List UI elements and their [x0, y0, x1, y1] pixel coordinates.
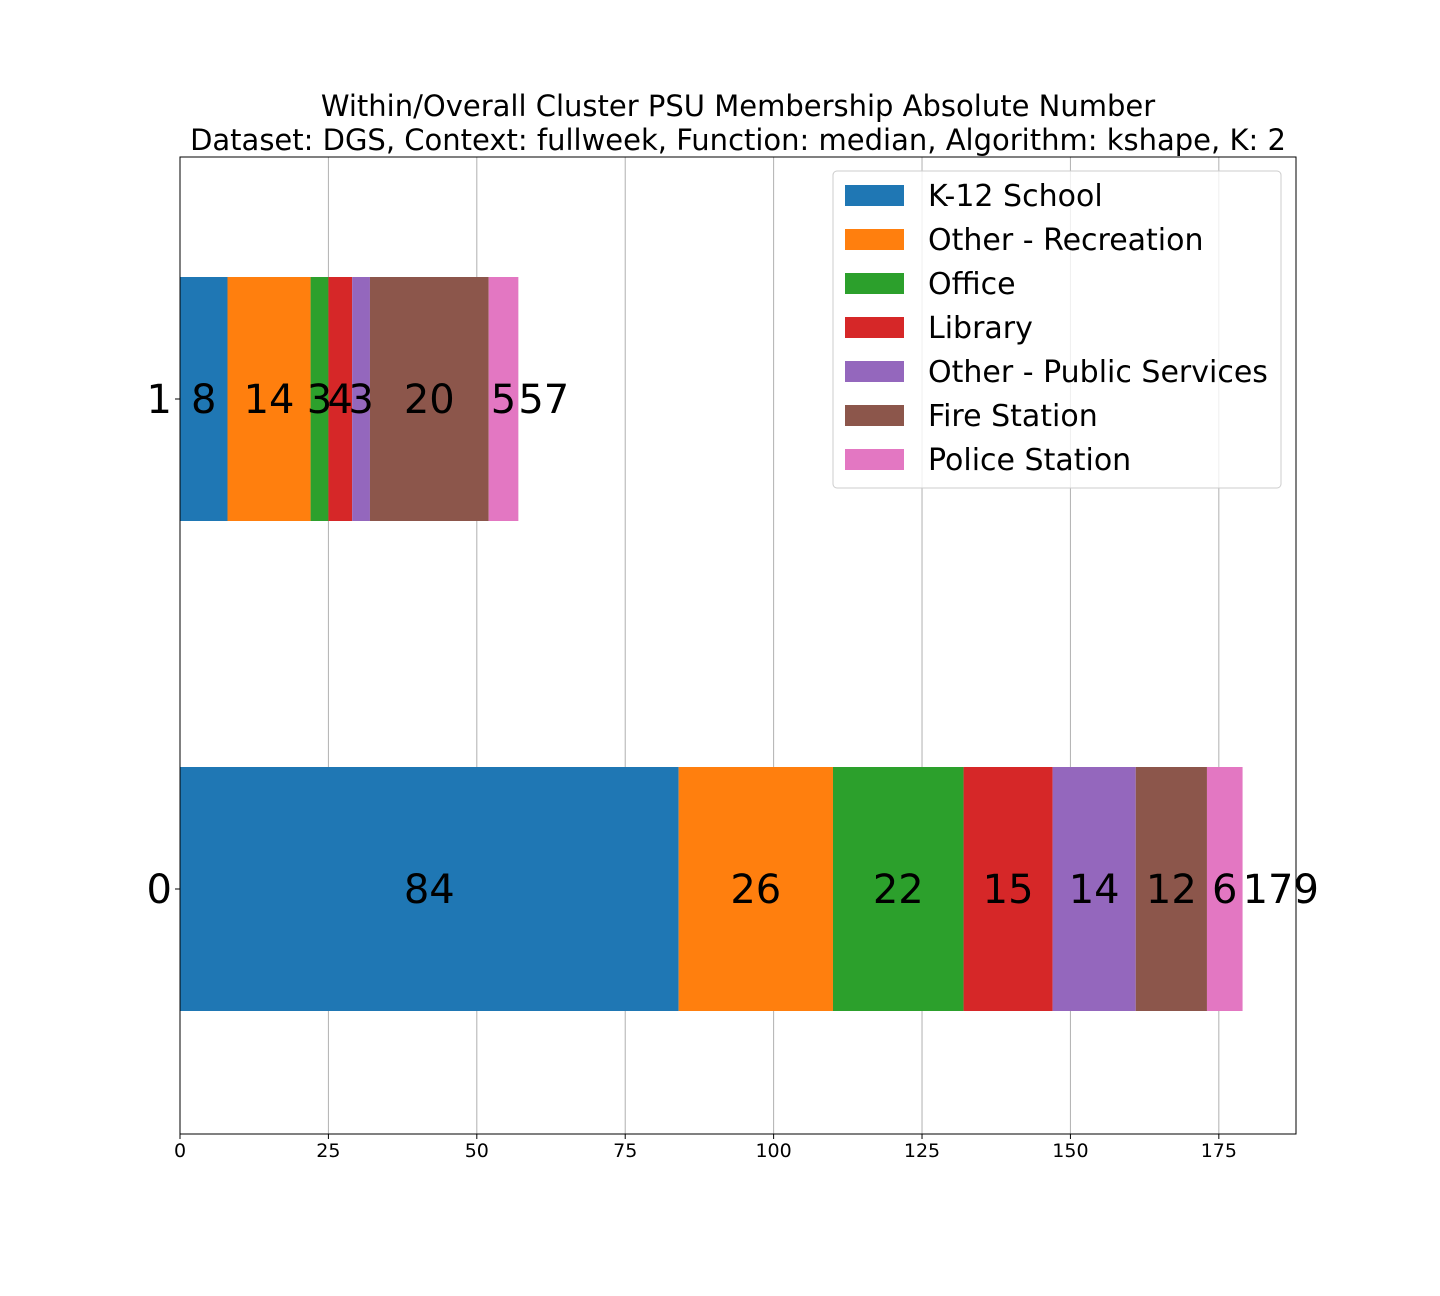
x-tick-label: 150 [1052, 1140, 1088, 1162]
legend-swatch [845, 317, 904, 338]
bar-segment [180, 277, 228, 521]
bar-segment [488, 277, 519, 521]
bar-segment [1135, 767, 1207, 1011]
x-tick-label: 25 [316, 1140, 340, 1162]
legend-swatch [845, 361, 904, 382]
legend-swatch [845, 405, 904, 426]
data-label: 84 [404, 867, 455, 913]
total-label: 57 [518, 377, 569, 423]
x-tick-label: 0 [174, 1140, 186, 1162]
bar-segment [310, 277, 329, 521]
legend-swatch [845, 449, 904, 470]
x-axis: 0 25 50 75 100 125 150 175 [174, 1134, 1237, 1162]
chart-subtitle: Dataset: DGS, Context: fullweek, Functio… [190, 123, 1286, 157]
legend-label: Other - Recreation [928, 223, 1204, 258]
bar-segment [328, 277, 353, 521]
legend-label: Office [928, 267, 1016, 302]
x-tick-label: 50 [465, 1140, 489, 1162]
bar-segment [1206, 767, 1243, 1011]
plot-frame [179, 156, 1297, 1135]
data-label: 12 [1146, 867, 1197, 913]
data-label: 4 [328, 377, 353, 423]
legend-box [832, 170, 1282, 489]
y-tick-label: 1 [147, 377, 172, 423]
bar-segment [369, 277, 489, 521]
bar-segment [832, 767, 964, 1011]
data-label: 20 [404, 377, 455, 423]
legend: K-12 School Other - Recreation Office Libra… [832, 170, 1282, 489]
data-label: 5 [491, 377, 516, 423]
data-label: 14 [244, 377, 295, 423]
segment-labels: 84 26 22 15 14 12 6 179 8 14 343 20 5 57 [191, 377, 1319, 913]
data-label: 3 [307, 377, 332, 423]
legend-label: Fire Station [928, 399, 1098, 434]
data-label: 6 [1212, 867, 1237, 913]
data-label: 3 [348, 377, 373, 423]
legend-label: Other - Public Services [928, 355, 1268, 390]
bar-segment [963, 767, 1053, 1011]
data-label: 14 [1069, 867, 1120, 913]
bar-segment [180, 767, 679, 1011]
bar-segment [352, 277, 370, 521]
x-tick-label: 175 [1201, 1140, 1237, 1162]
data-label: 8 [191, 377, 216, 423]
chart-title: Within/Overall Cluster PSU Membership Ab… [321, 89, 1155, 123]
bar-segment [227, 277, 311, 521]
x-tick-label: 100 [755, 1140, 791, 1162]
legend-swatch [845, 273, 904, 294]
legend-swatch [845, 229, 904, 250]
data-label: 22 [873, 867, 924, 913]
y-tick-label: 0 [147, 867, 172, 913]
legend-label: K-12 School [928, 179, 1103, 214]
data-label: 26 [730, 867, 781, 913]
bar-segment [678, 767, 833, 1011]
bar-segment [1052, 767, 1136, 1011]
y-axis: 01 [147, 377, 180, 913]
legend-label: Library [928, 311, 1033, 346]
legend-label: Police Station [928, 443, 1131, 478]
bars [180, 277, 1243, 1011]
x-tick-label: 125 [904, 1140, 940, 1162]
legend-swatch [845, 185, 904, 206]
data-label: 15 [983, 867, 1034, 913]
total-label: 179 [1243, 867, 1319, 913]
x-tick-label: 75 [613, 1140, 637, 1162]
